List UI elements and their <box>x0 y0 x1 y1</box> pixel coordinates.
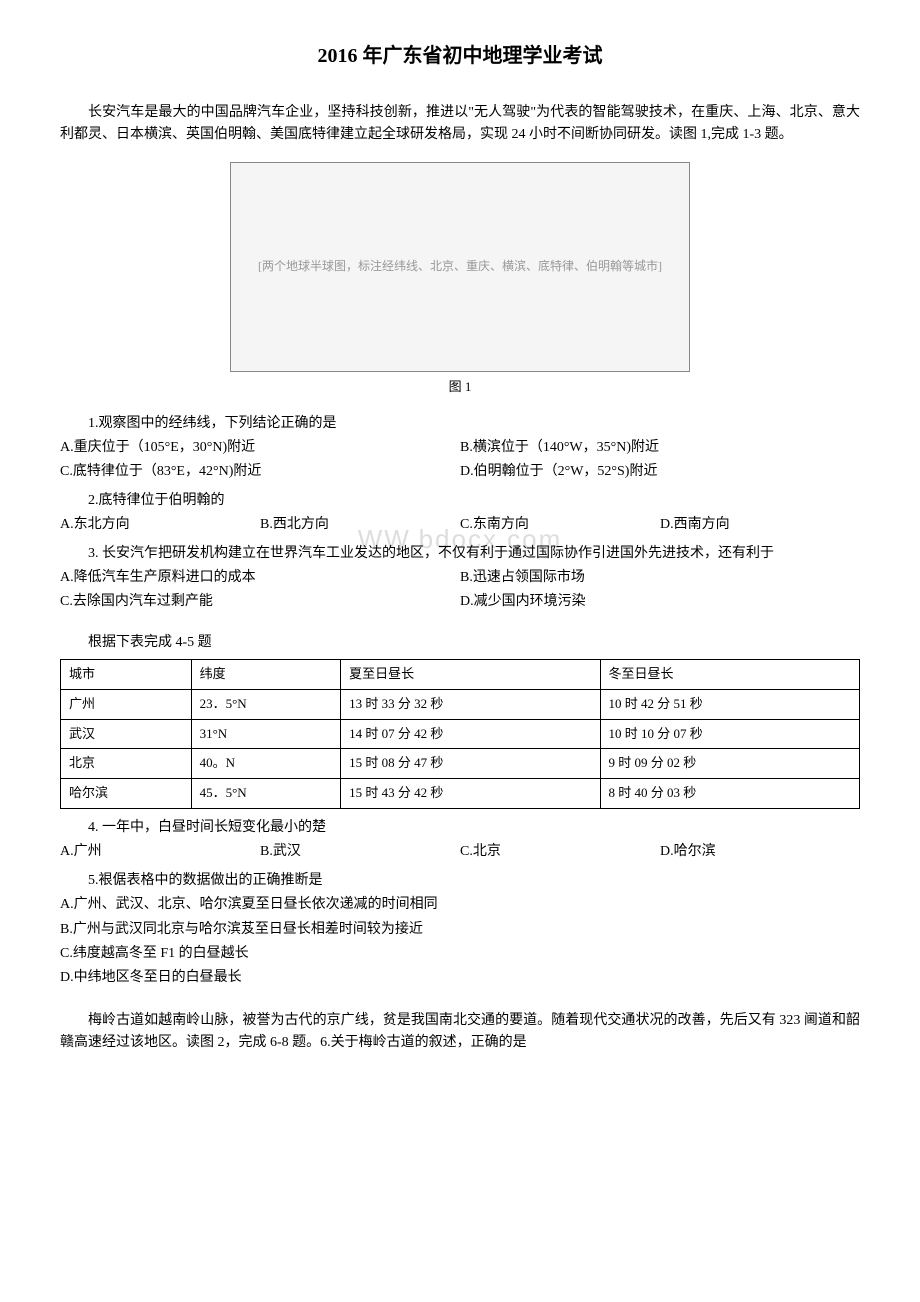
question-5: 5.裉倨表格中的数据做出的正确推断是 <box>60 870 860 892</box>
question-3-options-row1: A.降低汽车生产原料进口的成本 B.迅速占领国际市场 <box>60 567 860 589</box>
question-1-options-row1: A.重庆位于（105°E，30°N)附近 B.横滨位于（140°W，35°N)附… <box>60 437 860 459</box>
q1-option-d: D.伯明翰位于（2°W，52°S)附近 <box>460 461 860 483</box>
table-cell: 45．5°N <box>191 779 340 809</box>
q2-option-a: A.东北方向 <box>60 514 260 536</box>
table-header-city: 城市 <box>61 660 192 690</box>
question-4: 4. 一年中，白昼时间长短变化最小的楚 <box>60 817 860 839</box>
figure-1-caption: 图 1 <box>60 377 860 398</box>
table-header-winter: 冬至日昼长 <box>600 660 859 690</box>
q5-option-d: D.中纬地区冬至日的白昼最长 <box>60 967 860 989</box>
q2-option-d: D.西南方向 <box>660 514 860 536</box>
figure-1: [两个地球半球图，标注经纬线、北京、重庆、横滨、底特律、伯明翰等城市] 图 1 <box>60 162 860 398</box>
intro-paragraph-2: 梅岭古道如越南岭山脉，被誉为古代的京广线，贫是我国南北交通的要道。随着现代交通状… <box>60 1010 860 1055</box>
table-header-row: 城市 纬度 夏至日昼长 冬至日昼长 <box>61 660 860 690</box>
q5-option-b: B.广州与武汉同北京与哈尔滨芨至日昼长相差时间较为接近 <box>60 919 860 941</box>
q4-option-c: C.北京 <box>460 841 660 863</box>
q4-option-b: B.武汉 <box>260 841 460 863</box>
question-4-options: A.广州 B.武汉 C.北京 D.哈尔滨 <box>60 841 860 863</box>
q4-option-d: D.哈尔滨 <box>660 841 860 863</box>
q5-option-c: C.纬度越高冬至 F1 的白昼越长 <box>60 943 860 965</box>
question-2: 2.底特律位于伯明翰的 <box>60 490 860 512</box>
table-row: 北京 40。N 15 时 08 分 47 秒 9 时 09 分 02 秒 <box>61 749 860 779</box>
table-cell: 14 时 07 分 42 秒 <box>341 719 600 749</box>
q2-option-b: B.西北方向 <box>260 514 460 536</box>
question-1: 1.观察图中的经纬线，下列结论正确的是 <box>60 413 860 435</box>
table-cell: 武汉 <box>61 719 192 749</box>
q3-option-a: A.降低汽车生产原料进口的成本 <box>60 567 460 589</box>
q3-option-b: B.迅速占领国际市场 <box>460 567 860 589</box>
q1-option-b: B.横滨位于（140°W，35°N)附近 <box>460 437 860 459</box>
table-cell: 哈尔滨 <box>61 779 192 809</box>
table-cell: 23．5°N <box>191 689 340 719</box>
table-cell: 9 时 09 分 02 秒 <box>600 749 859 779</box>
table-cell: 广州 <box>61 689 192 719</box>
q1-option-a: A.重庆位于（105°E，30°N)附近 <box>60 437 460 459</box>
q3-option-c: C.去除国内汽车过剩产能 <box>60 591 460 613</box>
table-cell: 40。N <box>191 749 340 779</box>
exam-title: 2016 年广东省初中地理学业考试 <box>60 40 860 72</box>
table-cell: 15 时 43 分 42 秒 <box>341 779 600 809</box>
table-cell: 10 时 42 分 51 秒 <box>600 689 859 719</box>
table-cell: 15 时 08 分 47 秒 <box>341 749 600 779</box>
table-cell: 10 时 10 分 07 秒 <box>600 719 859 749</box>
table-row: 武汉 31°N 14 时 07 分 42 秒 10 时 10 分 07 秒 <box>61 719 860 749</box>
daylight-table: 城市 纬度 夏至日昼长 冬至日昼长 广州 23．5°N 13 时 33 分 32… <box>60 659 860 809</box>
table-cell: 31°N <box>191 719 340 749</box>
question-3: 3. 长安汽乍把研发机构建立在世界汽车工业发达的地区，不仅有利于通过国际协作引进… <box>60 543 860 565</box>
q2-option-c: C.东南方向 <box>460 514 660 536</box>
question-1-options-row2: C.底特律位于（83°E，42°N)附近 D.伯明翰位于（2°W，52°S)附近 <box>60 461 860 483</box>
q5-option-a: A.广州、武汉、北京、哈尔滨夏至日昼长依次递减的时间相同 <box>60 894 860 916</box>
question-3-options-row2: C.去除国内汽车过剩产能 D.减少国内环境污染 <box>60 591 860 613</box>
table-row: 广州 23．5°N 13 时 33 分 32 秒 10 时 42 分 51 秒 <box>61 689 860 719</box>
table-cell: 8 时 40 分 03 秒 <box>600 779 859 809</box>
table-row: 哈尔滨 45．5°N 15 时 43 分 42 秒 8 时 40 分 03 秒 <box>61 779 860 809</box>
table-cell: 北京 <box>61 749 192 779</box>
table-header-latitude: 纬度 <box>191 660 340 690</box>
q4-option-a: A.广州 <box>60 841 260 863</box>
table-cell: 13 时 33 分 32 秒 <box>341 689 600 719</box>
intro-paragraph-1: 长安汽车是最大的中国品牌汽车企业，坚持科技创新，推进以"无人驾驶"为代表的智能驾… <box>60 102 860 147</box>
table-intro: 根据下表完成 4-5 题 <box>60 632 860 654</box>
figure-1-image: [两个地球半球图，标注经纬线、北京、重庆、横滨、底特律、伯明翰等城市] <box>230 162 690 372</box>
question-2-options: A.东北方向 B.西北方向 C.东南方向 D.西南方向 <box>60 514 860 536</box>
q3-option-d: D.减少国内环境污染 <box>460 591 860 613</box>
table-header-summer: 夏至日昼长 <box>341 660 600 690</box>
q1-option-c: C.底特律位于（83°E，42°N)附近 <box>60 461 460 483</box>
